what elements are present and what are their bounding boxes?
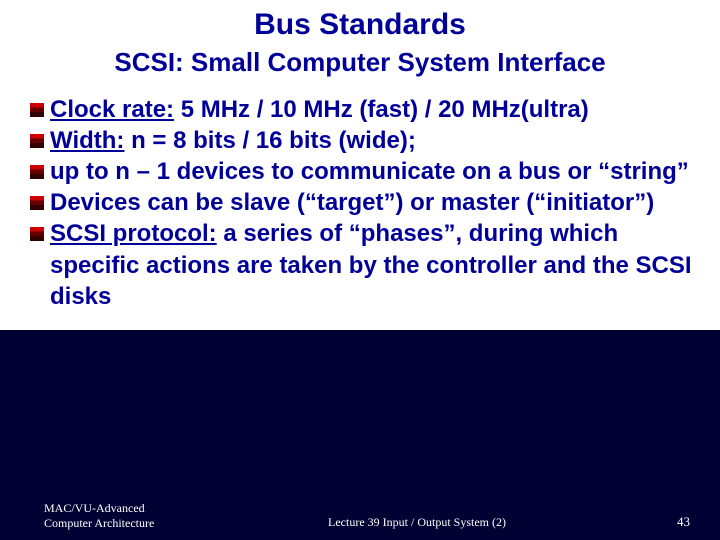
bullet-item: Clock rate: 5 MHz / 10 MHz (fast) / 20 M… (30, 94, 694, 125)
bullet-icon (30, 165, 44, 179)
bullet-item: Devices can be slave (“target”) or maste… (30, 187, 694, 218)
footer: MAC/VU-Advanced Computer Architecture Le… (0, 501, 720, 530)
content-area: Clock rate: 5 MHz / 10 MHz (fast) / 20 M… (0, 86, 720, 330)
slide-title: Bus Standards (0, 8, 720, 43)
footer-left: MAC/VU-Advanced Computer Architecture (44, 501, 204, 530)
bullet-icon (30, 227, 44, 241)
bullet-item: Width: n = 8 bits / 16 bits (wide); (30, 125, 694, 156)
bullet-icon (30, 103, 44, 117)
title-area: Bus Standards SCSI: Small Computer Syste… (0, 0, 720, 86)
footer-center: Lecture 39 Input / Output System (2) (204, 515, 630, 530)
slide-subtitle: SCSI: Small Computer System Interface (0, 47, 720, 78)
bullet-text: up to n – 1 devices to communicate on a … (50, 156, 689, 187)
bullet-icon (30, 134, 44, 148)
bullet-item: SCSI protocol: a series of “phases”, dur… (30, 218, 694, 312)
slide-number: 43 (630, 514, 690, 530)
bullet-text: Width: n = 8 bits / 16 bits (wide); (50, 125, 416, 156)
bullet-text: SCSI protocol: a series of “phases”, dur… (50, 218, 694, 312)
bullet-text: Clock rate: 5 MHz / 10 MHz (fast) / 20 M… (50, 94, 589, 125)
bullet-text: Devices can be slave (“target”) or maste… (50, 187, 654, 218)
bullet-item: up to n – 1 devices to communicate on a … (30, 156, 694, 187)
bullet-icon (30, 196, 44, 210)
